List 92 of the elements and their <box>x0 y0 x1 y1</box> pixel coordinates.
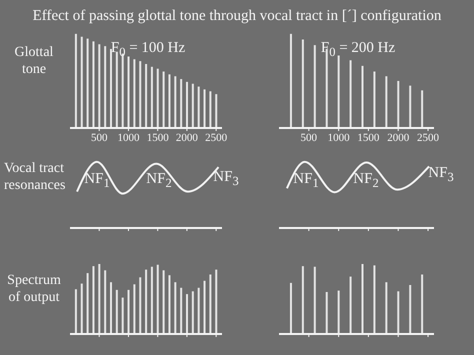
bar <box>338 290 340 334</box>
bar <box>74 289 77 334</box>
bar <box>385 282 388 334</box>
bar <box>86 38 89 128</box>
annotation: NF$_{3}$ <box>213 169 239 188</box>
bar <box>174 76 176 128</box>
bar <box>145 270 148 334</box>
bar <box>98 44 100 128</box>
bar <box>92 266 94 334</box>
bar <box>302 40 304 128</box>
x-tick-label: 1500 <box>357 132 380 144</box>
y-axis-title: Glottal tone <box>14 44 54 78</box>
bar <box>326 292 328 334</box>
bar <box>209 91 212 128</box>
bar <box>314 45 316 128</box>
bar <box>80 36 83 128</box>
bar <box>215 270 218 334</box>
bar <box>139 277 142 334</box>
bar <box>350 276 352 334</box>
bar <box>133 284 136 334</box>
annotation: NF$_{1}$ <box>84 171 110 190</box>
bar <box>122 298 124 334</box>
bar <box>133 59 136 128</box>
bar <box>204 89 206 128</box>
bar <box>373 72 376 128</box>
bar <box>397 80 400 128</box>
bar <box>198 288 200 334</box>
bar <box>86 273 89 334</box>
x-tick-label: 2500 <box>417 132 440 144</box>
bar <box>150 66 153 128</box>
bar <box>373 265 376 334</box>
x-tick-label: 500 <box>90 132 108 144</box>
bar <box>180 288 182 334</box>
x-tick-label: 2000 <box>176 132 198 144</box>
bar <box>174 282 176 334</box>
annotation: F$_{0}$ = 200 Hz <box>320 40 396 60</box>
x-tick-label: 2500 <box>205 132 228 144</box>
bar <box>302 266 304 334</box>
bar <box>215 94 218 128</box>
x-tick-label: 1000 <box>117 132 140 144</box>
bar <box>421 90 424 128</box>
bar <box>74 34 77 128</box>
bar <box>385 76 388 128</box>
bar <box>290 282 292 334</box>
bar <box>338 56 340 128</box>
bar <box>186 82 188 128</box>
bar <box>192 291 194 334</box>
bar <box>150 266 153 334</box>
bar <box>409 86 412 128</box>
bar <box>139 61 142 128</box>
bar <box>110 48 112 128</box>
bar <box>180 79 182 128</box>
bar <box>192 84 194 128</box>
x-tick-label: 500 <box>300 132 318 144</box>
bar <box>116 52 118 128</box>
x-tick-label: 1000 <box>328 132 350 144</box>
bar <box>116 290 118 334</box>
y-axis-title: Spectrum of output <box>6 272 62 306</box>
bar <box>145 64 148 128</box>
bar <box>350 60 352 128</box>
x-tick-label: 1500 <box>146 132 170 144</box>
bar <box>362 66 364 128</box>
bar <box>290 34 292 128</box>
y-axis-title: Vocal tract resonances <box>4 160 66 194</box>
bar <box>421 274 424 334</box>
annotation: NF$_{1}$ <box>293 171 319 190</box>
bar <box>314 266 316 334</box>
annotation: F$_{0}$ = 100 Hz <box>110 40 186 60</box>
bar <box>168 74 170 128</box>
annotation: NF$_{2}$ <box>146 171 172 190</box>
bar <box>162 72 165 128</box>
x-tick-label: 2000 <box>387 132 410 144</box>
bar <box>397 291 400 334</box>
bar <box>104 46 106 128</box>
chart-title: Effect of passing glottal tone through vocal tract in [´] configuration <box>32 8 442 25</box>
bar <box>409 285 412 334</box>
bar <box>98 264 100 334</box>
bar <box>204 280 206 334</box>
bar <box>110 282 112 334</box>
bar <box>168 275 170 334</box>
annotation: NF$_{2}$ <box>353 171 379 190</box>
annotation: NF$_{3}$ <box>427 165 455 185</box>
bar <box>156 68 159 128</box>
bar <box>209 274 212 334</box>
bar <box>186 294 188 334</box>
bar <box>104 270 106 334</box>
bar <box>162 270 165 334</box>
bar <box>80 284 83 334</box>
bar <box>362 264 364 334</box>
bar <box>156 264 159 334</box>
bar <box>92 41 94 128</box>
bar <box>198 86 200 128</box>
